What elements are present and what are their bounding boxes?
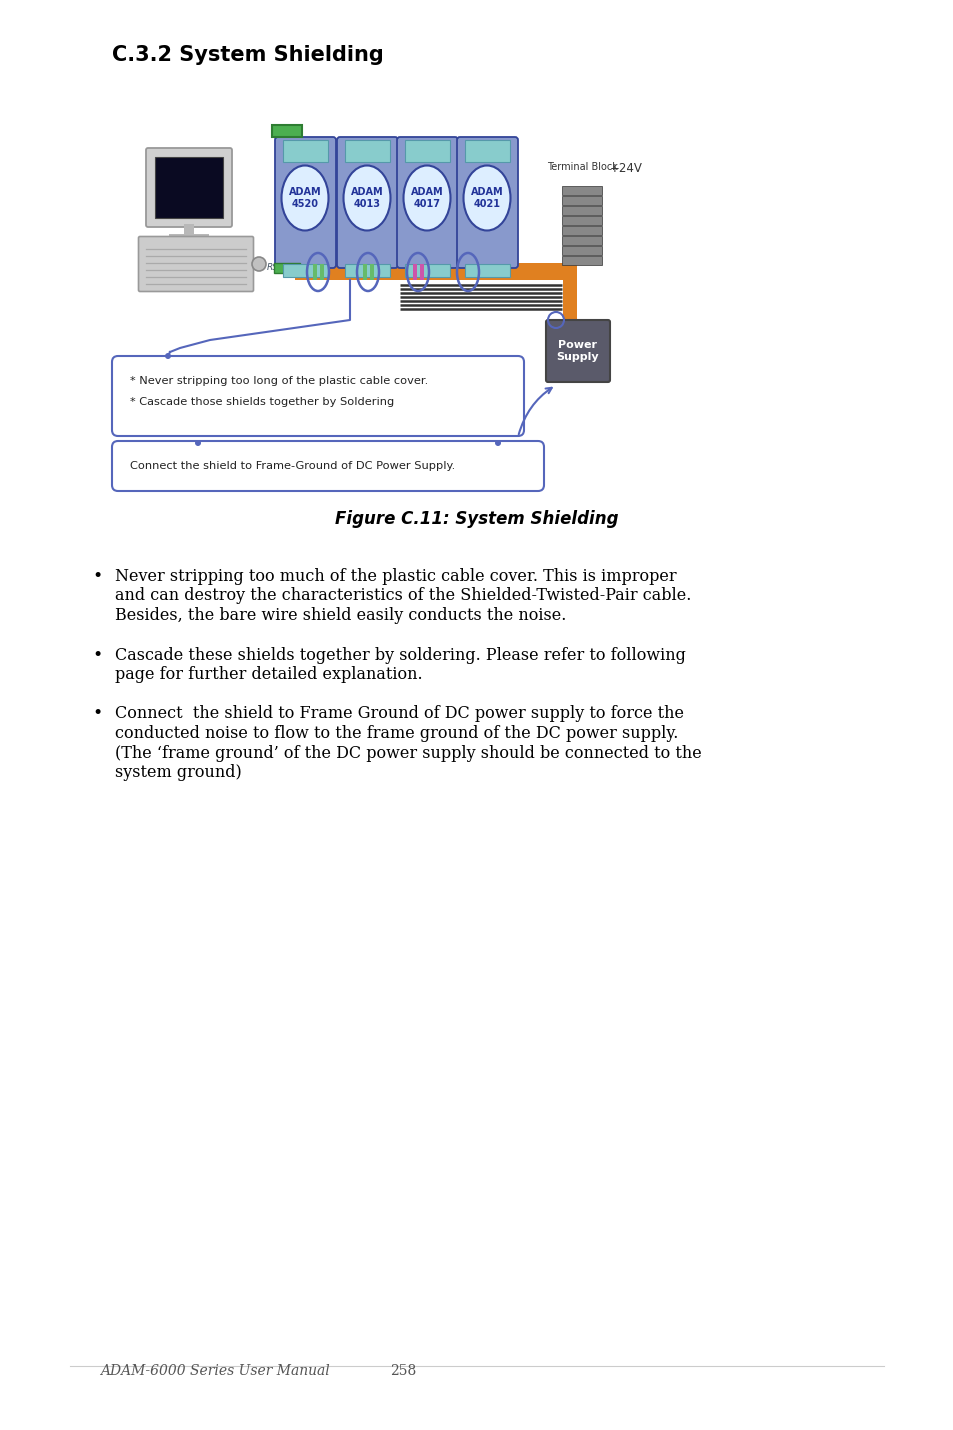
Text: * Cascade those shields together by Soldering: * Cascade those shields together by Sold… <box>130 398 394 408</box>
FancyBboxPatch shape <box>112 440 543 490</box>
Bar <box>363 265 367 280</box>
Text: and can destroy the characteristics of the Shielded-Twisted-Pair cable.: and can destroy the characteristics of t… <box>115 588 691 605</box>
Text: ADAM
4021: ADAM 4021 <box>470 187 503 209</box>
Bar <box>561 196 601 204</box>
Circle shape <box>194 440 201 446</box>
Bar <box>413 265 416 280</box>
Ellipse shape <box>281 166 328 230</box>
Bar <box>405 140 450 162</box>
Circle shape <box>165 353 171 359</box>
Bar <box>561 236 601 245</box>
Text: .: . <box>388 398 392 408</box>
Bar <box>405 265 450 277</box>
FancyBboxPatch shape <box>456 137 517 267</box>
Text: •: • <box>91 705 102 722</box>
Bar <box>561 216 601 225</box>
Bar <box>561 226 601 235</box>
Bar <box>283 265 328 277</box>
Ellipse shape <box>343 166 390 230</box>
Bar <box>561 206 601 214</box>
Text: Besides, the bare wire shield easily conducts the noise.: Besides, the bare wire shield easily con… <box>115 606 566 623</box>
Bar <box>184 225 193 235</box>
Text: system ground): system ground) <box>115 764 241 781</box>
Text: conducted noise to flow to the frame ground of the DC power supply.: conducted noise to flow to the frame gro… <box>115 725 678 742</box>
Text: ADAM-6000 Series User Manual: ADAM-6000 Series User Manual <box>100 1364 330 1379</box>
Bar <box>313 265 316 280</box>
FancyBboxPatch shape <box>146 147 232 227</box>
Circle shape <box>252 257 266 272</box>
FancyBboxPatch shape <box>274 137 335 267</box>
FancyBboxPatch shape <box>396 137 457 267</box>
Text: C.3.2 System Shielding: C.3.2 System Shielding <box>112 44 383 64</box>
Text: 258: 258 <box>390 1364 416 1379</box>
Text: +24V: +24V <box>609 162 642 174</box>
Text: * Never stripping too long of the plastic cable cover.: * Never stripping too long of the plasti… <box>130 376 428 386</box>
Text: Figure C.11: System Shielding: Figure C.11: System Shielding <box>335 511 618 528</box>
FancyBboxPatch shape <box>336 137 397 267</box>
Ellipse shape <box>463 166 510 230</box>
Bar <box>275 134 297 265</box>
Polygon shape <box>272 124 302 137</box>
FancyBboxPatch shape <box>112 356 523 436</box>
Bar <box>283 140 328 162</box>
Bar <box>561 186 601 194</box>
Bar <box>169 235 209 242</box>
Bar <box>464 265 510 277</box>
Text: Connect  the shield to Frame Ground of DC power supply to force the: Connect the shield to Frame Ground of DC… <box>115 705 683 722</box>
Ellipse shape <box>403 166 450 230</box>
Text: Cascade these shields together by soldering. Please refer to following: Cascade these shields together by solder… <box>115 646 685 664</box>
Text: Never stripping too much of the plastic cable cover. This is improper: Never stripping too much of the plastic … <box>115 568 676 585</box>
Bar <box>345 140 390 162</box>
Text: Connect the shield to Frame-Ground of DC Power Supply.: Connect the shield to Frame-Ground of DC… <box>130 460 455 470</box>
Text: (The ‘frame ground’ of the DC power supply should be connected to the: (The ‘frame ground’ of the DC power supp… <box>115 745 701 762</box>
Text: page for further detailed explanation.: page for further detailed explanation. <box>115 666 422 684</box>
Text: ADAM
4013: ADAM 4013 <box>351 187 383 209</box>
Bar <box>319 265 324 280</box>
Text: •: • <box>91 646 102 664</box>
Text: RS-232: RS-232 <box>267 263 299 272</box>
Circle shape <box>495 440 500 446</box>
Bar <box>154 157 223 217</box>
Bar <box>561 256 601 265</box>
Bar <box>419 265 423 280</box>
Bar <box>370 265 374 280</box>
Text: Power
Supply: Power Supply <box>557 340 598 362</box>
Bar <box>274 263 299 273</box>
Bar <box>294 263 575 280</box>
FancyBboxPatch shape <box>545 320 609 382</box>
Text: ADAM
4017: ADAM 4017 <box>410 187 443 209</box>
Text: •: • <box>91 568 102 585</box>
Bar <box>345 265 390 277</box>
Bar <box>562 263 577 380</box>
Text: Terminal Block: Terminal Block <box>546 162 617 172</box>
FancyBboxPatch shape <box>138 236 253 292</box>
Text: ADAM
4520: ADAM 4520 <box>289 187 321 209</box>
Bar <box>464 140 510 162</box>
Bar <box>561 246 601 255</box>
